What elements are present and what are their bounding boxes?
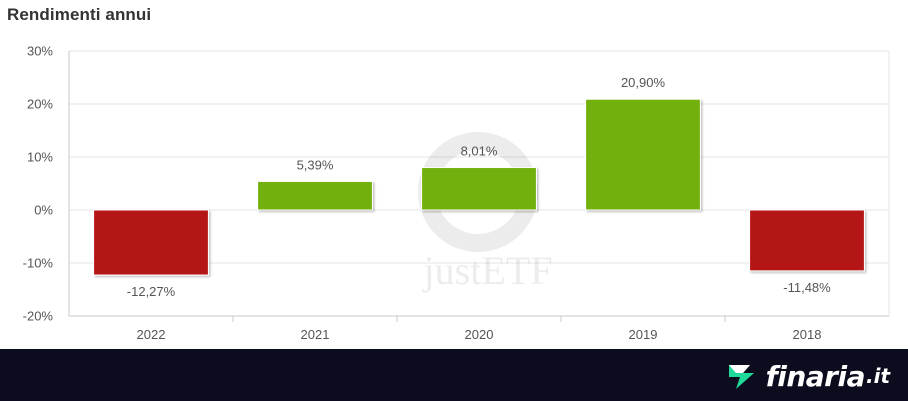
x-tick-label: 2019: [629, 327, 658, 342]
x-tick-label: 2021: [301, 327, 330, 342]
data-labels: -12,27% 5,39% 8,01% 20,90% -11,48%: [127, 75, 831, 299]
x-axis-ticks: 2022 2021 2020 2019 2018: [137, 327, 822, 342]
x-tick-label: 2020: [465, 327, 494, 342]
data-label-2021: 5,39%: [297, 157, 334, 172]
y-tick-label: 30%: [27, 44, 53, 59]
brand-logo[interactable]: finaria .it: [726, 359, 890, 393]
axes: [68, 51, 890, 322]
y-tick-label: 20%: [27, 97, 53, 112]
watermark-text: justETF: [422, 248, 553, 293]
x-tick-label: 2022: [137, 327, 166, 342]
bar-2018[interactable]: [749, 209, 865, 272]
y-tick-label: 10%: [27, 150, 53, 165]
y-tick-label: -20%: [23, 309, 54, 324]
bar-2022[interactable]: [93, 209, 209, 276]
brand-name: finaria: [765, 359, 866, 393]
y-axis-ticks: 30% 20% 10% 0% -10% -20%: [23, 44, 54, 324]
brand-tld: .it: [865, 364, 890, 388]
y-tick-label: 0%: [34, 203, 53, 218]
bar-2021[interactable]: [257, 180, 373, 211]
data-label-2022: -12,27%: [127, 284, 176, 299]
x-tick-label: 2018: [793, 327, 822, 342]
footer-bar: finaria .it: [0, 349, 908, 401]
bar-2020[interactable]: [421, 167, 537, 211]
bar-2019[interactable]: [585, 98, 701, 211]
data-label-2018: -11,48%: [783, 280, 831, 295]
data-label-2020: 8,01%: [461, 144, 498, 159]
chart-title: Rendimenti annui: [7, 5, 152, 24]
finaria-logo-icon: [728, 365, 754, 389]
bar-chart: justETF -12,27% 5,39% 8,01% 20,90% -11,48% 3…: [23, 44, 890, 342]
bars: [93, 98, 865, 276]
y-tick-label: -10%: [23, 256, 54, 271]
data-label-2019: 20,90%: [621, 75, 666, 90]
